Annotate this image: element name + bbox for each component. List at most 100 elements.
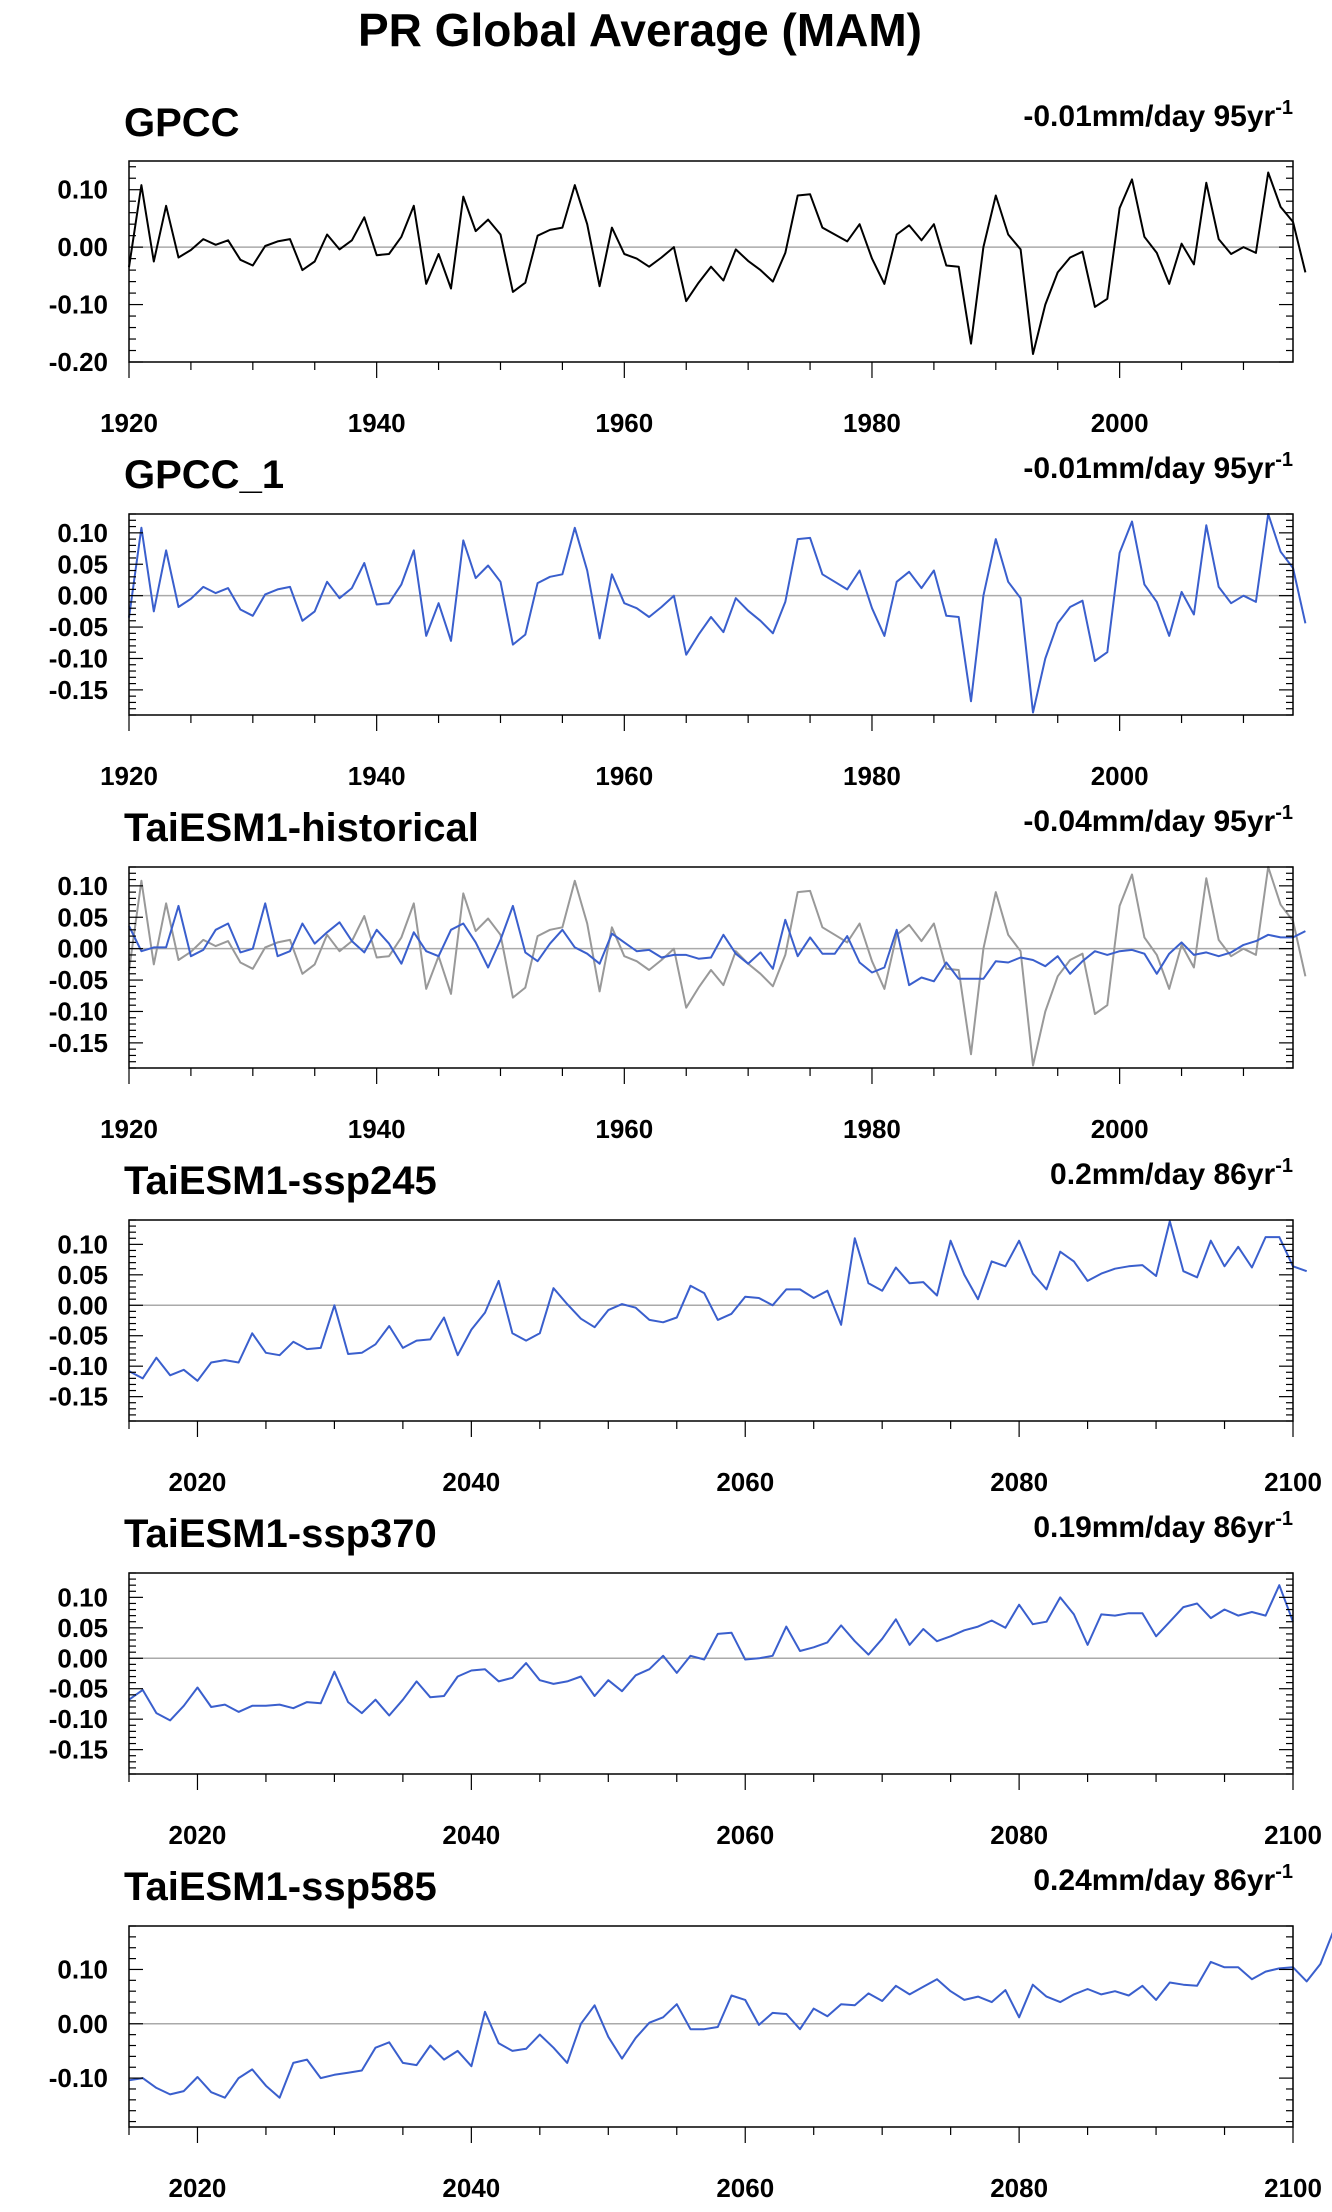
x-tick-label: 2080: [990, 1820, 1048, 1850]
panel-title: TaiESM1-ssp370: [124, 1512, 437, 1556]
panel-title: TaiESM1-ssp585: [124, 1865, 437, 1909]
x-tick-label: 1920: [100, 761, 158, 791]
trend-value: -0.01mm/day 95yr: [1023, 100, 1275, 133]
x-tick-label: 2080: [990, 2173, 1048, 2203]
trend-label: 0.2mm/day 86yr-1: [1050, 1155, 1293, 1191]
panel-2: GPCC_1 -0.01mm/day 95yr-10.100.050.00-0.0…: [49, 449, 1307, 791]
y-tick-label: 0.10: [57, 1954, 108, 1984]
x-tick-label: 2080: [990, 1467, 1048, 1497]
y-tick-label: 0.10: [57, 871, 108, 901]
plot-frame: [128, 1572, 1294, 1775]
y-tick-label: -0.10: [49, 2063, 108, 2093]
x-tick-label: 1980: [843, 761, 901, 791]
trend-exponent: -1: [1275, 1508, 1293, 1530]
y-tick-label: 0.10: [57, 1229, 108, 1259]
series-line-1: [128, 1584, 1294, 1722]
x-tick-label: 2060: [716, 1467, 774, 1497]
x-tick-label: 1960: [595, 1114, 653, 1144]
plot-frame: [128, 866, 1294, 1069]
trend-value: 0.2mm/day 86yr: [1050, 1158, 1275, 1191]
x-tick-label: 2060: [716, 1820, 774, 1850]
x-tick-label: 2020: [169, 2173, 227, 2203]
y-tick-label: 0.05: [57, 1613, 108, 1643]
x-tick-label: 1940: [348, 1114, 406, 1144]
y-tick-label: -0.05: [49, 1674, 108, 1704]
panel-title: TaiESM1-ssp245: [124, 1159, 437, 1203]
y-tick-label: -0.05: [49, 612, 108, 642]
x-tick-label: 2100: [1264, 1820, 1322, 1850]
x-tick-label: 2100: [1264, 2173, 1322, 2203]
y-tick-label: -0.05: [49, 965, 108, 995]
y-tick-label: 0.00: [57, 2009, 108, 2039]
series-line-1: [128, 513, 1307, 714]
trend-value: -0.01mm/day 95yr: [1023, 452, 1275, 485]
x-tick-label: 1980: [843, 408, 901, 438]
x-tick-label: 1980: [843, 1114, 901, 1144]
x-tick-label: 2020: [169, 1820, 227, 1850]
x-tick-label: 2060: [716, 2173, 774, 2203]
y-tick-label: 0.05: [57, 1260, 108, 1290]
y-tick-label: 0.05: [57, 549, 108, 579]
panel-title: GPCC: [124, 101, 240, 145]
y-tick-label: 0.00: [57, 581, 108, 611]
y-tick-label: 0.00: [57, 1290, 108, 1320]
series-line-2: [128, 902, 1306, 987]
trend-exponent: -1: [1275, 1861, 1293, 1883]
x-tick-label: 2040: [442, 1820, 500, 1850]
panel-3: TaiESM1-historical -0.04mm/day 95yr-1 0.10…: [49, 802, 1307, 1144]
y-tick-label: -0.05: [49, 1321, 108, 1351]
x-tick-label: 1960: [595, 761, 653, 791]
y-tick-label: 0.10: [57, 175, 108, 205]
panel-title: TaiESM1-historical: [124, 806, 479, 850]
x-tick-label: 2000: [1091, 1114, 1149, 1144]
y-tick-label: 0.10: [57, 1582, 108, 1612]
x-tick-label: 1920: [100, 408, 158, 438]
y-tick-label: 0.00: [57, 934, 108, 964]
trend-exponent: -1: [1275, 449, 1293, 471]
x-tick-label: 2040: [442, 1467, 500, 1497]
plot-frame: [128, 1219, 1294, 1422]
x-tick-label: 2020: [169, 1467, 227, 1497]
x-tick-label: 1940: [348, 761, 406, 791]
x-tick-label: 2000: [1091, 761, 1149, 791]
trend-exponent: -1: [1275, 802, 1293, 824]
figure-title: PR Global Average (MAM): [358, 4, 922, 56]
series-line-1: [128, 1220, 1308, 1382]
y-tick-label: 0.00: [57, 1643, 108, 1673]
plot-frame: [128, 160, 1294, 363]
y-tick-label: -0.15: [49, 675, 108, 705]
y-tick-label: -0.20: [49, 347, 108, 377]
trend-label: -0.01mm/day 95yr-1: [1023, 97, 1293, 133]
trend-value: 0.19mm/day 86yr: [1033, 1511, 1275, 1544]
y-tick-label: -0.10: [49, 290, 108, 320]
y-tick-label: -0.10: [49, 643, 108, 673]
x-tick-label: 1940: [348, 408, 406, 438]
series-line-1: [128, 171, 1307, 355]
panel-1: GPCC -0.01mm/day 95yr-1 0.10 0.00 -0.10 -0.20…: [49, 97, 1307, 438]
series-line-1: [128, 1931, 1332, 2099]
trend-label: 0.24mm/day 86yr-1: [1033, 1861, 1293, 1897]
y-tick-label: -0.10: [49, 1351, 108, 1381]
x-tick-label: 2040: [442, 2173, 500, 2203]
y-tick-label: -0.15: [49, 1028, 108, 1058]
panel-4: TaiESM1-ssp245 0.2mm/day 86yr-10.100.050.…: [49, 1155, 1322, 1497]
trend-exponent: -1: [1275, 97, 1293, 119]
trend-exponent: -1: [1275, 1155, 1293, 1177]
y-tick-label: -0.10: [49, 1704, 108, 1734]
series-line-1: [128, 866, 1307, 1067]
y-tick-label: -0.15: [49, 1382, 108, 1412]
trend-label: -0.01mm/day 95yr-1: [1023, 449, 1293, 485]
trend-value: -0.04mm/day 95yr: [1023, 805, 1275, 838]
y-tick-label: -0.15: [49, 1735, 108, 1765]
x-tick-label: 1920: [100, 1114, 158, 1144]
plot-frame: [128, 513, 1294, 716]
x-tick-label: 2000: [1091, 408, 1149, 438]
plot-frame: [128, 1925, 1294, 2128]
y-tick-label: -0.10: [49, 996, 108, 1026]
x-tick-label: 1960: [595, 408, 653, 438]
panel-title: GPCC_1: [124, 453, 284, 497]
y-tick-label: 0.10: [57, 518, 108, 548]
y-tick-label: 0.00: [57, 232, 108, 262]
trend-label: -0.04mm/day 95yr-1: [1023, 802, 1293, 838]
